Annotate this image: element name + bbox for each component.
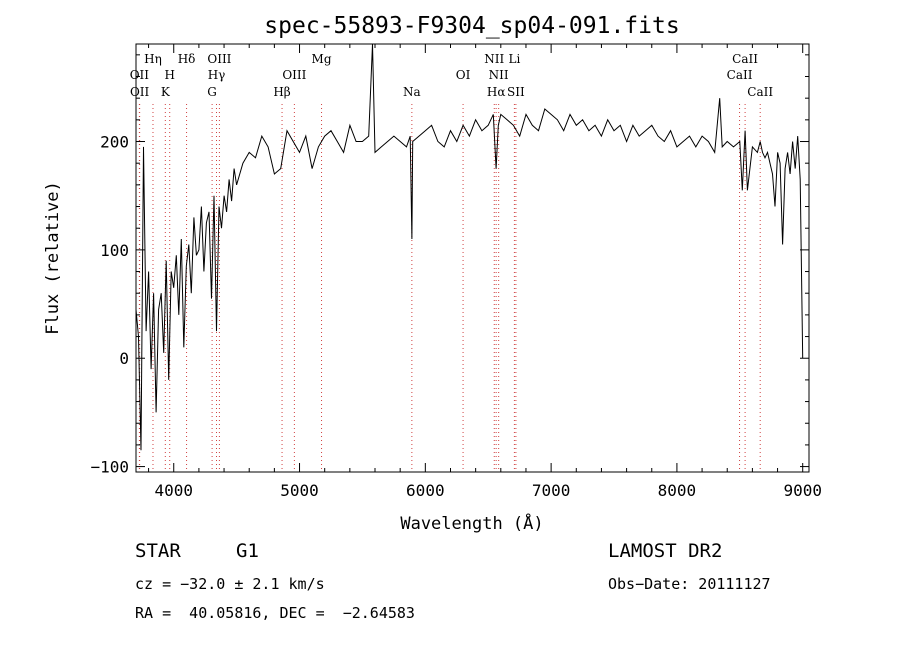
line-label: OIII <box>282 68 306 82</box>
survey-name: LAMOST DR2 <box>608 540 723 562</box>
line-label: K <box>161 85 171 99</box>
line-label: Hδ <box>178 52 196 66</box>
line-label: OIII <box>207 52 231 66</box>
x-tick-label: 4000 <box>154 481 193 500</box>
x-axis-label: Wavelength (Å) <box>400 512 543 534</box>
observation-date: Obs−Date: 20111127 <box>608 575 771 593</box>
x-tick-label: 8000 <box>658 481 697 500</box>
plot-frame <box>135 43 810 473</box>
spectral-line-labels: Hη OII OII HK Hδ OIII Hγ G OIII Hβ Mg Na OI NII Li NII H… <box>130 52 774 99</box>
line-label: Hβ <box>273 85 290 99</box>
line-label: OII <box>130 85 150 99</box>
line-label: G <box>207 85 217 99</box>
x-tick-label: 6000 <box>406 481 445 500</box>
line-label: OI <box>456 68 471 82</box>
line-label: CaII <box>732 52 758 66</box>
line-label: Li <box>508 52 520 66</box>
line-label: Mg <box>312 52 332 66</box>
line-label: Hγ <box>208 68 226 82</box>
coordinates: RA = 40.05816, DEC = −2.64583 <box>135 604 415 622</box>
object-subclass: G1 <box>236 540 259 562</box>
y-tick-label: −100 <box>90 458 129 477</box>
x-tick-label: 7000 <box>532 481 571 500</box>
y-tick-label: 100 <box>100 241 129 260</box>
spectral-line-markers <box>138 104 761 472</box>
x-tick-label: 9000 <box>783 481 822 500</box>
line-label: SII <box>507 85 525 99</box>
line-label: Hη <box>144 52 162 66</box>
spectrum-line <box>135 43 804 451</box>
line-label: OII <box>130 68 150 82</box>
object-class: STAR <box>135 540 181 562</box>
chart-title: spec-55893-F9304_sp04-091.fits <box>264 13 679 39</box>
x-tick-label: 5000 <box>280 481 319 500</box>
y-tick-label: 200 <box>100 133 129 152</box>
line-label: Hα <box>487 85 506 99</box>
x-axis-ticks: 4000 5000 6000 7000 8000 9000 <box>148 44 822 500</box>
y-axis-label: Flux (relative) <box>43 181 63 335</box>
line-label: CaII <box>747 85 773 99</box>
spectrum-chart: spec-55893-F9304_sp04-091.fits HηOIIOIIH… <box>43 13 822 534</box>
line-label: CaII <box>727 68 753 82</box>
line-label: Na <box>403 85 421 99</box>
y-tick-label: 0 <box>119 349 129 368</box>
redshift-velocity: cz = −32.0 ± 2.1 km/s <box>135 575 325 593</box>
line-label: NII <box>484 52 504 66</box>
line-label: H <box>164 68 174 82</box>
y-axis-ticks: −100 0 100 200 <box>90 54 809 477</box>
line-label: NII <box>489 68 509 82</box>
